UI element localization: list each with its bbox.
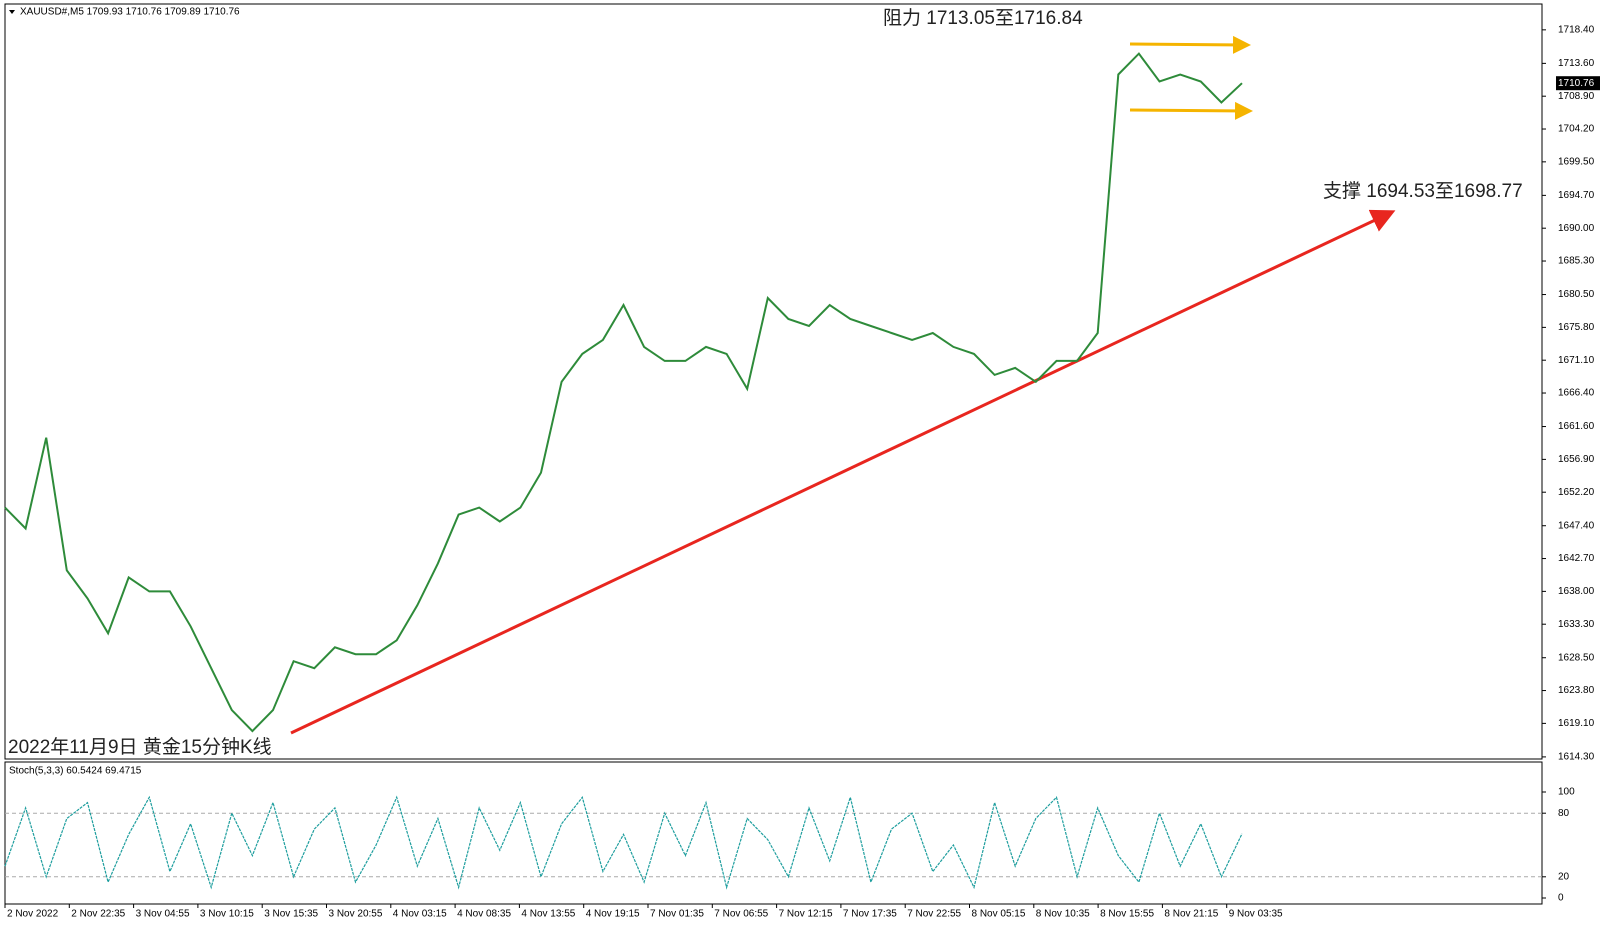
x-tick-label: 9 Nov 03:35 [1229,909,1283,920]
x-tick-label: 7 Nov 06:55 [714,909,768,920]
y-tick-label: 1656.90 [1558,454,1595,465]
y-tick-label: 80 [1558,808,1570,819]
y-tick-label: 1638.00 [1558,586,1595,597]
x-tick-label: 7 Nov 12:15 [779,909,833,920]
series-line [4,52,1243,733]
x-tick-label: 7 Nov 22:55 [907,909,961,920]
y-tick-label: 1680.50 [1558,289,1595,300]
y-tick-label: 1690.00 [1558,223,1595,234]
x-tick-label: 4 Nov 19:15 [586,909,640,920]
support-arrow [1129,101,1253,120]
resistance-arrow [1129,35,1251,54]
price-tag-label: 1710.76 [1558,78,1595,89]
x-tick-label: 2 Nov 22:35 [71,909,125,920]
x-tick-label: 4 Nov 03:15 [393,909,447,920]
x-tick-label: 4 Nov 08:35 [457,909,511,920]
x-tick-label: 8 Nov 21:15 [1164,909,1218,920]
main-pane [4,3,1543,760]
x-tick-label: 3 Nov 10:15 [200,909,254,920]
series-line [4,795,1243,890]
x-tick-label: 3 Nov 20:55 [329,909,383,920]
y-tick-label: 1675.80 [1558,322,1595,333]
y-tick-label: 1685.30 [1558,256,1595,267]
y-tick-label: 1628.50 [1558,652,1595,663]
y-tick-label: 1713.60 [1558,58,1595,69]
x-tick-label: 3 Nov 04:55 [136,909,190,920]
y-tick-label: 1633.30 [1558,619,1595,630]
price-tag [1556,76,1600,91]
x-tick-label: 7 Nov 17:35 [843,909,897,920]
chart-caption: 2022年11月9日 黄金15分钟K线 [8,736,272,758]
resistance-note: 阻力 1713.05至1716.84 [883,7,1083,29]
y-tick-label: 1704.20 [1558,124,1595,135]
y-tick-label: 1614.30 [1558,752,1595,763]
stoch-pane [4,761,1543,905]
x-tick-label: 8 Nov 10:35 [1036,909,1090,920]
x-tick-label: 7 Nov 01:35 [650,909,704,920]
y-tick-label: 1623.80 [1558,685,1595,696]
y-tick-label: 1652.20 [1558,487,1595,498]
x-tick-label: 8 Nov 15:55 [1100,909,1154,920]
x-tick-label: 3 Nov 15:35 [264,909,318,920]
y-tick-label: 1671.10 [1558,355,1595,366]
header: XAUUSD#,M5 1709.93 1710.76 1709.89 1710.… [20,7,240,18]
x-tick-label: 8 Nov 05:15 [972,909,1026,920]
y-tick-label: 0 [1558,893,1564,904]
y-tick-label: 1708.90 [1558,91,1595,102]
y-tick-label: 1619.10 [1558,718,1595,729]
y-tick-label: 1661.60 [1558,421,1595,432]
header-icon [9,10,15,14]
y-tick-label: 1718.40 [1558,24,1595,35]
y-tick-label: 1666.40 [1558,388,1595,399]
y-tick-label: 20 [1558,871,1570,882]
trend-arrow [290,209,1396,735]
support-note: 支撑 1694.53至1698.77 [1323,180,1523,202]
y-tick-label: 100 [1558,787,1575,798]
stoch-title: Stoch(5,3,3) 60.5424 69.4715 [9,766,142,777]
y-tick-label: 1699.50 [1558,156,1595,167]
y-tick-label: 1694.70 [1558,190,1595,201]
x-tick-label: 4 Nov 13:55 [521,909,575,920]
x-tick-label: 2 Nov 2022 [7,909,59,920]
y-tick-label: 1647.40 [1558,520,1595,531]
y-tick-label: 1642.70 [1558,553,1595,564]
